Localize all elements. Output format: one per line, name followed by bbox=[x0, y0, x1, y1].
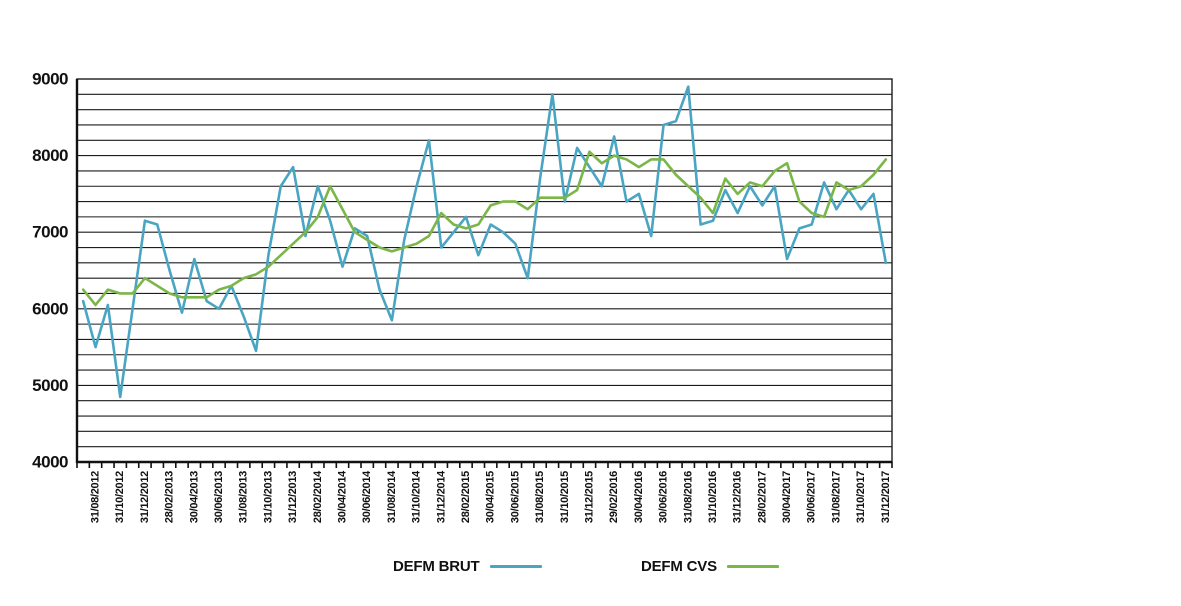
x-axis-tick-label: 30/04/2014 bbox=[336, 470, 348, 523]
x-axis-tick-label: 31/12/2013 bbox=[287, 471, 299, 523]
x-axis-tick-label: 31/10/2015 bbox=[559, 471, 571, 523]
x-axis-tick-label: 30/04/2013 bbox=[188, 471, 200, 523]
x-axis-tick-label: 31/10/2017 bbox=[855, 471, 867, 523]
x-axis-tick-label: 28/02/2014 bbox=[312, 470, 324, 523]
x-axis-tick-label: 30/04/2017 bbox=[781, 471, 793, 523]
y-axis-labels: 4000 5000 6000 7000 8000 9000 bbox=[32, 70, 68, 472]
x-axis-tick-label: 31/12/2017 bbox=[880, 471, 892, 523]
y-axis-tick-label: 8000 bbox=[32, 146, 68, 165]
x-axis-tick-label: 31/12/2015 bbox=[583, 471, 595, 523]
x-axis-tick-label: 31/10/2012 bbox=[114, 471, 126, 523]
x-axis-tick-label: 29/02/2016 bbox=[608, 471, 620, 523]
y-axis-tick-label: 9000 bbox=[32, 70, 68, 89]
defm-cvs-line-sample bbox=[726, 564, 779, 568]
y-axis-tick-label: 7000 bbox=[32, 223, 68, 242]
x-axis-tick-label: 30/06/2016 bbox=[658, 471, 670, 523]
y-axis-tick-label: 4000 bbox=[32, 453, 68, 472]
x-axis-ticks bbox=[76, 462, 893, 468]
x-axis-tick-label: 28/02/2015 bbox=[460, 471, 472, 523]
x-axis-tick-label: 31/08/2013 bbox=[238, 471, 250, 523]
x-axis-tick-label: 31/08/2017 bbox=[830, 471, 842, 523]
x-axis-tick-label: 31/10/2014 bbox=[411, 470, 423, 523]
series-lines bbox=[81, 85, 888, 399]
x-axis-tick-label: 31/12/2012 bbox=[139, 471, 151, 523]
defm-cvs-line bbox=[81, 150, 888, 307]
y-axis-tick-label: 6000 bbox=[32, 299, 68, 318]
x-axis-tick-label: 28/02/2013 bbox=[164, 471, 176, 523]
legend-item-defm-brut: DEFM BRUT bbox=[393, 556, 542, 576]
x-axis-tick-label: 28/02/2017 bbox=[756, 471, 768, 523]
gridlines bbox=[77, 78, 892, 463]
x-axis-tick-label: 31/08/2016 bbox=[682, 471, 694, 523]
x-axis-tick-label: 30/06/2015 bbox=[509, 471, 521, 523]
x-axis-tick-label: 30/04/2015 bbox=[485, 471, 497, 523]
x-axis-tick-label: 31/10/2013 bbox=[262, 471, 274, 523]
x-axis-tick-label: 31/12/2016 bbox=[732, 471, 744, 523]
legend-item-defm-cvs: DEFM CVS bbox=[641, 556, 779, 576]
defm-brut-line bbox=[81, 85, 888, 399]
legend-label-defm-cvs: DEFM CVS bbox=[641, 557, 717, 575]
x-axis-tick-label: 30/06/2013 bbox=[213, 471, 225, 523]
x-axis-tick-label: 31/10/2016 bbox=[707, 471, 719, 523]
legend-label-defm-brut: DEFM BRUT bbox=[393, 557, 480, 575]
x-axis-labels: 31/08/2012 31/10/2012 31/12/2012 28/02/2013… bbox=[90, 470, 892, 523]
x-axis-tick-label: 31/08/2015 bbox=[534, 471, 546, 523]
x-axis-tick-label: 30/06/2014 bbox=[361, 470, 373, 523]
x-axis-tick-label: 31/08/2014 bbox=[386, 470, 398, 523]
y-axis-tick-label: 5000 bbox=[32, 376, 68, 395]
x-axis-tick-label: 30/04/2016 bbox=[633, 471, 645, 523]
x-axis-tick-label: 31/08/2012 bbox=[90, 471, 102, 523]
defm-brut-line-sample bbox=[489, 564, 542, 568]
x-axis-tick-label: 31/12/2014 bbox=[435, 470, 447, 523]
x-axis-tick-label: 30/06/2017 bbox=[806, 471, 818, 523]
